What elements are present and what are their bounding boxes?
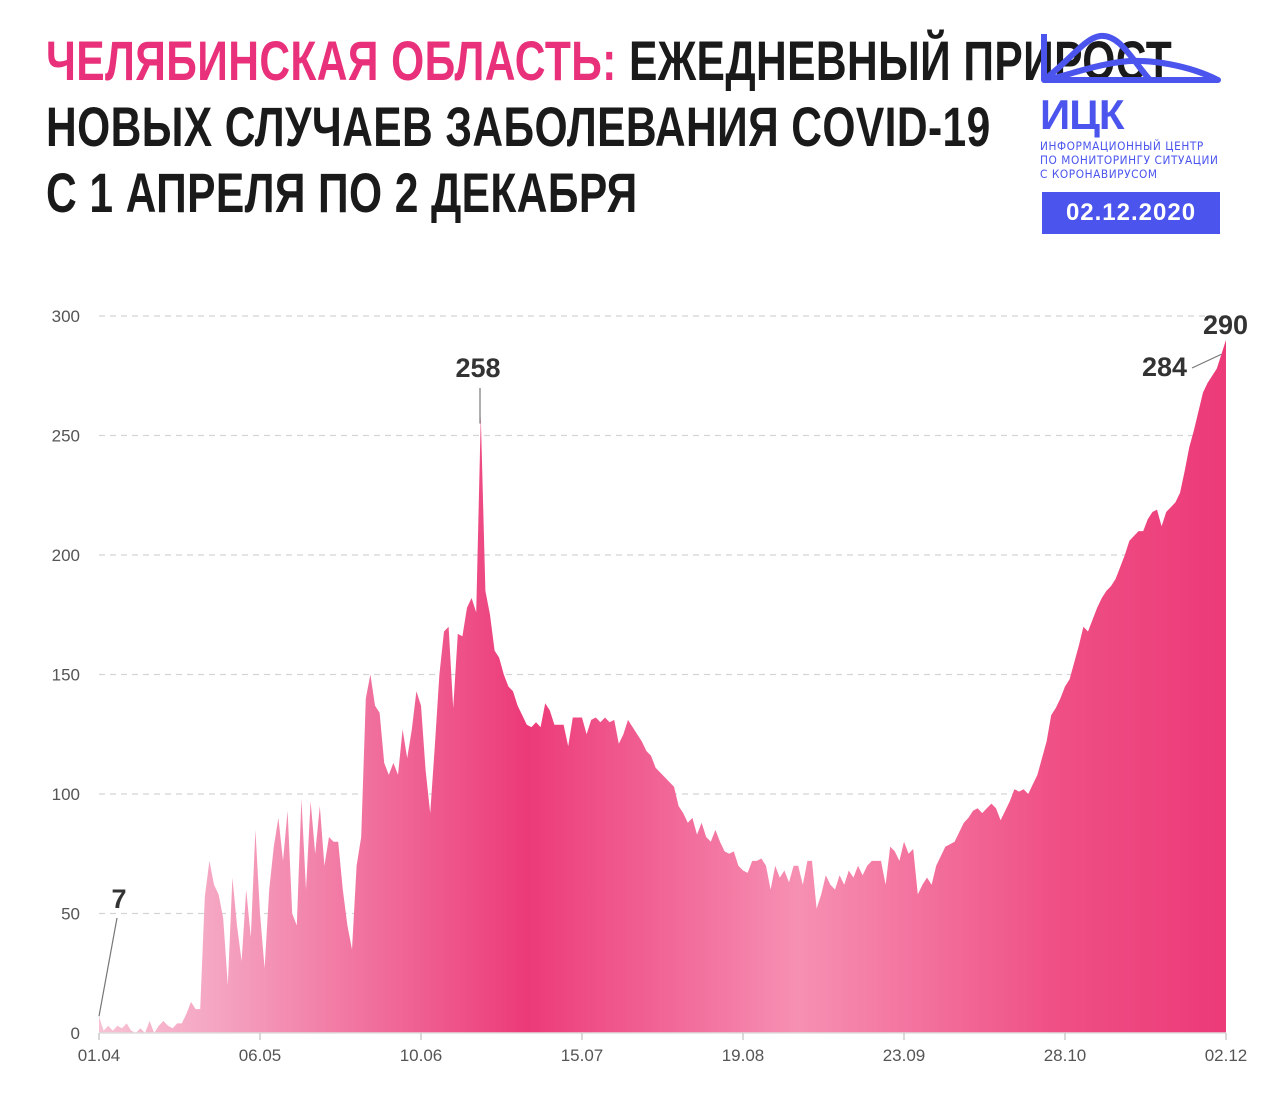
x-axis: 01.04 06.05 10.06 15.07 19.08 23.09 28.10 02.12 — [78, 1033, 1248, 1065]
y-tick-label: 50 — [61, 905, 80, 924]
title-line-3: С 1 АПРЕЛЯ ПО 2 ДЕКАБРЯ — [46, 161, 638, 224]
x-tick-label: 28.10 — [1044, 1046, 1087, 1065]
annotation-leader — [98, 917, 118, 1017]
y-tick-label: 300 — [52, 307, 80, 326]
x-tick-label: 02.12 — [1205, 1046, 1248, 1065]
logo-subtitle-line: ИНФОРМАЦИОННЫЙ ЦЕНТР — [1040, 139, 1204, 153]
x-tick-label: 06.05 — [239, 1046, 282, 1065]
y-tick-label: 100 — [52, 785, 80, 804]
annotation-leader — [1191, 353, 1222, 369]
data-label: 7 — [111, 884, 126, 914]
y-tick-label: 250 — [52, 427, 80, 446]
date-badge: 02.12.2020 — [1042, 192, 1220, 234]
logo-name: ИЦК — [1040, 91, 1125, 138]
logo-subtitle: ИНФОРМАЦИОННЫЙ ЦЕНТР ПО МОНИТОРИНГУ СИТУ… — [1040, 139, 1219, 181]
y-axis: 0 50 100 150 200 250 300 — [52, 307, 80, 1043]
x-tick-label: 15.07 — [561, 1046, 604, 1065]
data-label: 284 — [1142, 352, 1187, 382]
title-line-2: НОВЫХ СЛУЧАЕВ ЗАБОЛЕВАНИЯ COVID-19 — [46, 95, 991, 158]
series-area — [99, 339, 1226, 1033]
x-tick-label: 10.06 — [400, 1046, 443, 1065]
logo: ИЦК ИНФОРМАЦИОННЫЙ ЦЕНТР ПО МОНИТОРИНГУ … — [1040, 30, 1222, 181]
y-tick-label: 0 — [71, 1024, 80, 1043]
y-tick-label: 200 — [52, 546, 80, 565]
logo-curve-icon — [1041, 32, 1221, 83]
annotations: 7 258 284 290 — [98, 310, 1248, 1017]
x-tick-label: 01.04 — [78, 1046, 121, 1065]
data-label: 258 — [455, 353, 500, 383]
y-tick-label: 150 — [52, 666, 80, 685]
chart-title: ЧЕЛЯБИНСКАЯ ОБЛАСТЬ: ЕЖЕДНЕВНЫЙ ПРИРОСТ … — [46, 28, 1280, 226]
x-tick-label: 19.08 — [722, 1046, 765, 1065]
title-line-1: ЧЕЛЯБИНСКАЯ ОБЛАСТЬ: ЕЖЕДНЕВНЫЙ ПРИРОСТ — [46, 28, 1172, 94]
data-label: 290 — [1203, 310, 1248, 340]
title-region: ЧЕЛЯБИНСКАЯ ОБЛАСТЬ: — [46, 29, 617, 92]
logo-subtitle-line: ПО МОНИТОРИНГУ СИТУАЦИИ — [1040, 153, 1219, 167]
logo-subtitle-line: С КОРОНАВИРУСОМ — [1040, 167, 1158, 181]
x-tick-label: 23.09 — [883, 1046, 926, 1065]
